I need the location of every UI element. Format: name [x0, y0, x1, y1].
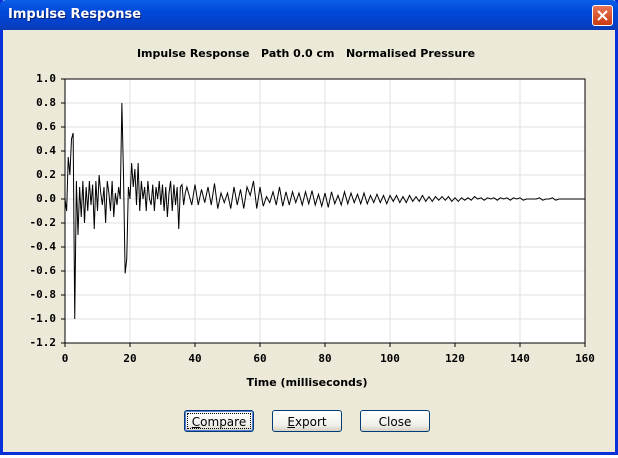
- x-axis-label: Time (milliseconds): [247, 376, 368, 389]
- y-tick-label: -0.4: [30, 240, 57, 253]
- window-title: Impulse Response: [8, 7, 142, 22]
- x-tick-label: 40: [188, 352, 201, 365]
- compare-button[interactable]: Compare: [184, 410, 254, 432]
- data-line: [64, 102, 585, 320]
- button-label: Compare: [191, 415, 247, 429]
- y-tick-label: 1.0: [36, 72, 56, 85]
- y-tick-label: -0.6: [30, 264, 57, 277]
- x-tick-label: 20: [123, 352, 136, 365]
- y-tick-label: 0.6: [36, 120, 56, 133]
- x-tick-label: 100: [380, 352, 400, 365]
- y-tick-label: -0.2: [30, 216, 57, 229]
- close-icon: [597, 10, 608, 21]
- y-tick-label: 0.4: [36, 144, 56, 157]
- x-tick-label: 160: [575, 352, 595, 365]
- button-label: Close: [378, 415, 412, 429]
- y-tick-label: -1.0: [30, 312, 57, 325]
- chart: Impulse Response Path 0.0 cm Normalised …: [30, 47, 595, 389]
- plot-border: [64, 78, 586, 344]
- button-label: Export: [287, 415, 327, 429]
- x-tick-label: 120: [445, 352, 465, 365]
- close-button[interactable]: Close: [360, 410, 430, 432]
- y-tick-label: -1.2: [30, 336, 57, 349]
- x-tick-label: 140: [510, 352, 530, 365]
- close-window-button[interactable]: [592, 5, 613, 26]
- title-bar: Impulse Response: [0, 0, 618, 30]
- y-tick-label: 0.8: [36, 96, 56, 109]
- x-tick-label: 80: [318, 352, 331, 365]
- x-tick-label: 60: [253, 352, 266, 365]
- y-tick-label: -0.8: [30, 288, 57, 301]
- chart-title: Impulse Response Path 0.0 cm Normalised …: [137, 47, 475, 60]
- export-button[interactable]: Export: [272, 410, 342, 432]
- x-tick-label: 0: [62, 352, 69, 365]
- y-tick-label: 0.0: [36, 192, 56, 205]
- y-tick-label: 0.2: [36, 168, 56, 181]
